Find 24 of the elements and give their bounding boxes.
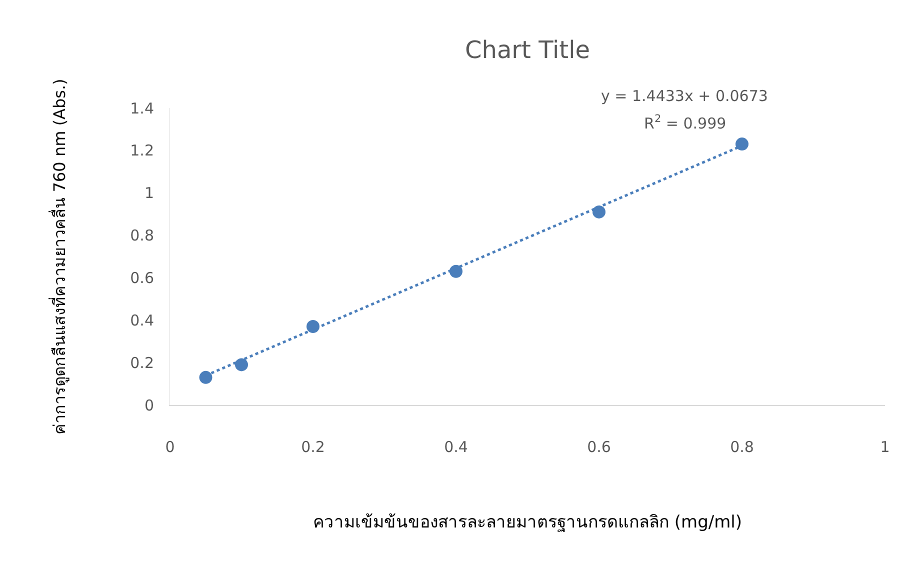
y-tick-label: 0.6 [130, 268, 154, 287]
point [306, 320, 320, 334]
x-tick-label: 0.2 [301, 438, 325, 456]
annotation: R$^{2}$ = 0.999 [644, 113, 726, 132]
y-tick-label: 0.2 [130, 354, 154, 372]
point [592, 205, 606, 218]
x-tick-label: 0.4 [444, 438, 468, 456]
y-tick-label: 0 [144, 396, 154, 414]
y-tick-label: 1.4 [130, 99, 154, 118]
chart-title: Chart Title [465, 36, 590, 64]
text: y = 1.4433x + 0.0673 [601, 87, 768, 105]
x-tick-label: 1 [880, 438, 890, 456]
point [736, 138, 748, 151]
y-tick-label: 1.2 [130, 142, 154, 160]
point [235, 358, 248, 372]
x-tick-label: 0.8 [730, 438, 754, 456]
point [199, 370, 212, 384]
x-tick-label: 0.6 [587, 438, 611, 456]
y-tick-label: 0.4 [130, 311, 154, 330]
x-tick-label: 0 [165, 438, 175, 456]
y-axis-title: ค่าการดูดกลืนแสงที่ความยาวคลื่น 760 nm (Abs.) [48, 78, 70, 434]
x-axis-title: ความเข้มข้นของสารละลายมาตรฐานกรดแกลลิก (mg/ml) [312, 512, 742, 532]
y-tick-label: 1 [144, 184, 154, 202]
y-tick-label: 0.8 [130, 226, 154, 245]
